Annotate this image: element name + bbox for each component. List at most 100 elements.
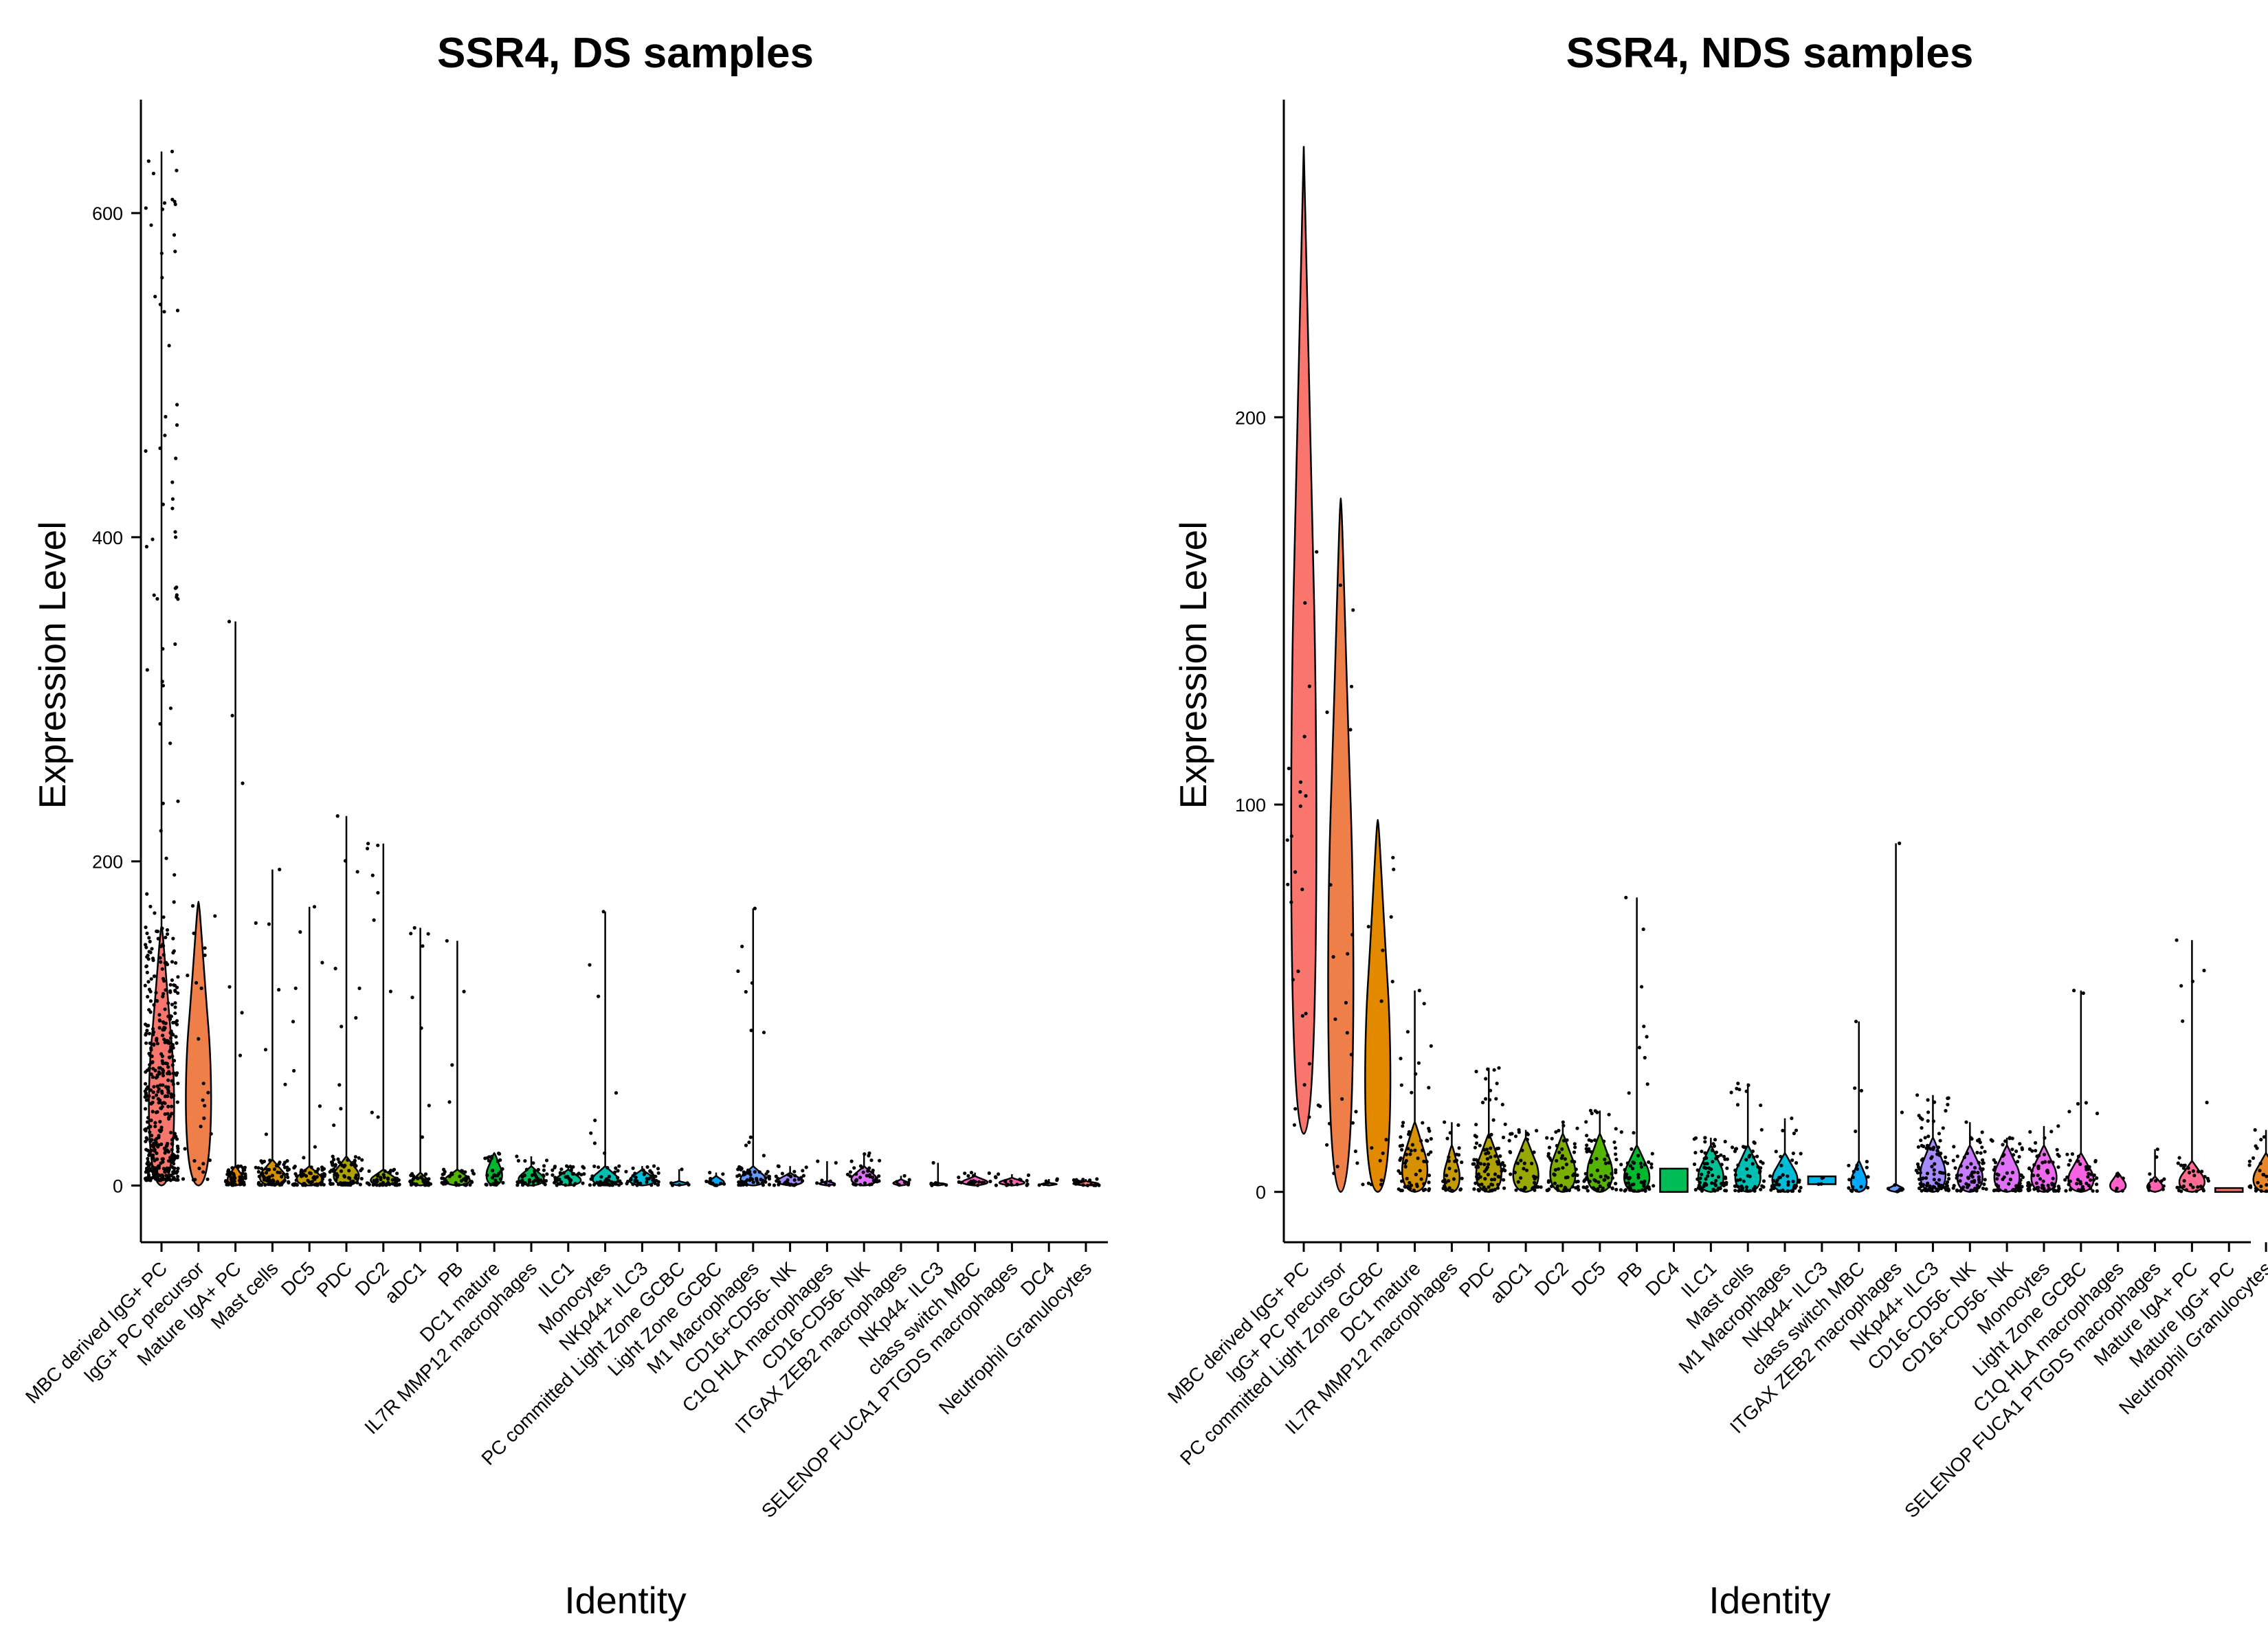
ds-data-point (147, 936, 151, 940)
ds-data-point (165, 1039, 169, 1043)
nds-data-point (2034, 1141, 2038, 1145)
nds-data-point (1706, 1170, 1711, 1174)
ds-data-point (902, 1174, 907, 1178)
ds-data-point (170, 1165, 174, 1169)
ds-data-point (169, 1130, 173, 1134)
nds-data-point (2046, 1183, 2050, 1187)
ds-data-point (170, 1138, 175, 1142)
nds-data-point (1792, 1183, 1797, 1187)
ds-data-point (1095, 1177, 1099, 1181)
nds-data-point (1779, 1154, 1783, 1158)
nds-data-point (1982, 1182, 1986, 1187)
ds-data-point (543, 1182, 547, 1187)
nds-data-point (1561, 1120, 1565, 1124)
ds-data-point (534, 1175, 538, 1179)
nds-data-point (1612, 1140, 1616, 1144)
ds-data-point (320, 1177, 324, 1181)
ds-data-point (359, 1169, 363, 1173)
ds-data-point (339, 1107, 343, 1111)
nds-data-point (1369, 1182, 1373, 1187)
nds-data-point (1553, 1168, 1557, 1172)
nds-data-point (1524, 1168, 1529, 1172)
nds-data-point (2199, 1185, 2203, 1189)
ds-data-point (761, 1154, 766, 1158)
ds-data-point (173, 202, 177, 206)
ds-data-point (441, 1176, 445, 1180)
ds-data-point (454, 1181, 458, 1185)
nds-data-point (1641, 927, 1645, 932)
ds-data-point (273, 1183, 277, 1187)
ds-data-point (555, 1183, 559, 1187)
ds-data-point (745, 1182, 749, 1187)
ds-data-point (155, 1174, 159, 1178)
nds-data-point (1714, 1178, 1718, 1182)
nds-data-point (1931, 1119, 1935, 1123)
ds-data-point (242, 1182, 246, 1187)
nds-data-point (1926, 1098, 1930, 1102)
ds-data-point (174, 456, 178, 460)
nds-data-point (1509, 1150, 1513, 1154)
ds-data-point (143, 983, 147, 987)
ds-data-point (263, 1182, 267, 1187)
ds-data-point (152, 1030, 156, 1034)
ds-data-point (318, 1104, 322, 1108)
nds-data-point (1969, 1162, 1973, 1166)
nds-data-point (1422, 1002, 1426, 1006)
ds-data-point (295, 1174, 299, 1178)
nds-data-point (1738, 1178, 1742, 1182)
ds-data-point (173, 530, 177, 534)
ds-data-point (243, 1176, 247, 1180)
nds-data-point (1445, 1136, 1449, 1141)
ds-data-point (645, 1165, 649, 1169)
ds-data-point (300, 1174, 304, 1178)
nds-data-point (2155, 1155, 2159, 1159)
ds-data-point (567, 1176, 571, 1180)
ds-data-point (863, 1152, 867, 1156)
nds-data-point (1981, 1161, 1986, 1165)
nds-data-point (1354, 1110, 1358, 1114)
ds-data-point (641, 1168, 645, 1172)
ds-data-point (144, 1098, 148, 1102)
ds-data-point (160, 926, 164, 930)
nds-data-point (1722, 1154, 1726, 1158)
nds-data-point (1636, 1154, 1641, 1158)
nds-data-point (1502, 1164, 1507, 1168)
nds-data-point (1453, 1159, 1457, 1163)
nds-data-point (1484, 1187, 1488, 1191)
nds-data-point (2072, 989, 2076, 993)
ds-data-point (582, 1166, 586, 1170)
nds-data-point (1742, 1179, 1746, 1183)
nds-data-point (2093, 1160, 2098, 1164)
ds-data-point (170, 149, 175, 154)
ds-data-point (165, 1148, 169, 1152)
ds-data-point (867, 1182, 871, 1187)
nds-data-point (1503, 1122, 1507, 1126)
ds-data-point (969, 1171, 974, 1175)
ds-data-point (709, 1176, 713, 1180)
ds-data-point (551, 1168, 555, 1172)
nds-data-point (2248, 1184, 2253, 1188)
ds-data-point (414, 1182, 419, 1186)
ds-data-point (793, 1174, 797, 1178)
ds-data-point (159, 1128, 164, 1132)
nds-data-point (1851, 1175, 1855, 1180)
nds-data-point (1750, 1149, 1755, 1154)
ds-data-point (155, 1167, 159, 1171)
ds-data-point (152, 1003, 156, 1007)
ds-data-point (165, 1062, 169, 1066)
ds-data-point (300, 1168, 304, 1172)
ds-data-point (161, 502, 165, 506)
ds-data-point (151, 1075, 155, 1079)
nds-data-point (1561, 1138, 1566, 1143)
nds-data-point (1636, 1173, 1641, 1177)
nds-data-point (1452, 1177, 1456, 1181)
nds-data-point (1517, 1130, 1521, 1134)
ds-data-point (155, 597, 159, 601)
nds-data-point (1937, 1178, 1942, 1182)
ds-data-point (163, 1007, 167, 1011)
ds-data-point (423, 1172, 428, 1176)
nds-data-point (1474, 1069, 1478, 1074)
nds-data-point (1996, 1185, 2000, 1189)
ds-data-point (304, 1174, 309, 1178)
ds-data-point (313, 1145, 317, 1149)
